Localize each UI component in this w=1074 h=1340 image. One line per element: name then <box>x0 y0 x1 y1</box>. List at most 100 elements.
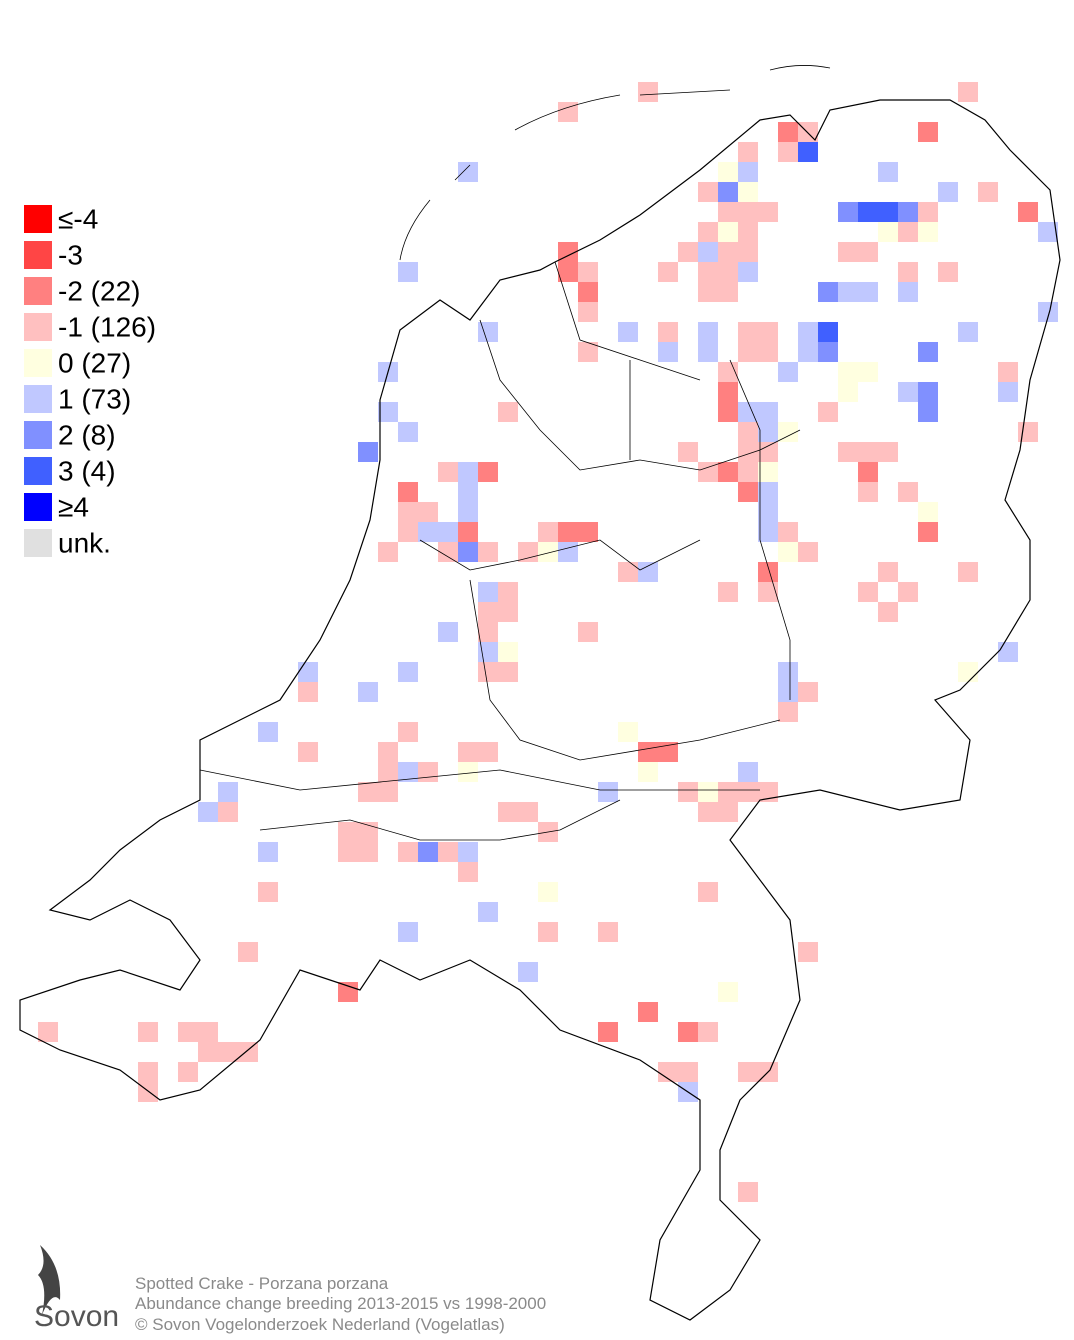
grid-square <box>778 122 798 142</box>
grid-square <box>638 82 658 102</box>
legend-swatch <box>24 349 52 377</box>
grid-square <box>878 202 898 222</box>
grid-square <box>678 782 698 802</box>
grid-square <box>398 522 418 542</box>
grid-square <box>398 722 418 742</box>
grid-square <box>518 962 538 982</box>
grid-square <box>198 1042 218 1062</box>
grid-square <box>898 382 918 402</box>
grid-square <box>798 342 818 362</box>
grid-square <box>858 242 878 262</box>
grid-square <box>758 782 778 802</box>
grid-square <box>358 782 378 802</box>
grid-square <box>358 842 378 862</box>
grid-square <box>618 722 638 742</box>
inner-boundaries <box>199 261 801 841</box>
grid-square <box>838 442 858 462</box>
grid-square <box>918 122 938 142</box>
grid-square <box>878 442 898 462</box>
grid-square <box>678 242 698 262</box>
grid-square <box>658 1062 678 1082</box>
grid-square <box>678 1062 698 1082</box>
grid-square <box>758 422 778 442</box>
grid-square <box>858 442 878 462</box>
grid-square <box>978 182 998 202</box>
legend-label: -3 <box>58 239 83 270</box>
grid-square <box>438 522 458 542</box>
grid-square <box>738 202 758 222</box>
grid-square <box>458 162 478 182</box>
grid-square <box>758 342 778 362</box>
grid-square <box>498 402 518 422</box>
grid-square <box>738 1182 758 1202</box>
grid-square <box>358 442 378 462</box>
grid-square <box>638 742 658 762</box>
legend-swatch <box>24 277 52 305</box>
grid-square <box>458 482 478 502</box>
grid-square <box>838 202 858 222</box>
grid-square <box>478 742 498 762</box>
legend-label: 2 (8) <box>58 419 116 450</box>
grid-square <box>738 322 758 342</box>
grid-square <box>598 922 618 942</box>
grid-square <box>458 742 478 762</box>
grid-square <box>138 1062 158 1082</box>
grid-square <box>778 542 798 562</box>
grid-square <box>438 542 458 562</box>
grid-square <box>398 482 418 502</box>
grid-square <box>658 262 678 282</box>
grid-square <box>838 382 858 402</box>
grid-square <box>538 522 558 542</box>
grid-square <box>738 222 758 242</box>
grid-square <box>558 522 578 542</box>
grid-square <box>578 262 598 282</box>
grid-square <box>758 582 778 602</box>
grid-square <box>818 322 838 342</box>
caption-copyright: © Sovon Vogelonderzoek Nederland (Vogela… <box>135 1315 505 1334</box>
grid-square <box>338 842 358 862</box>
grid-square <box>718 262 738 282</box>
grid-square <box>578 622 598 642</box>
grid-square <box>718 202 738 222</box>
grid-square <box>798 142 818 162</box>
grid-square <box>898 202 918 222</box>
legend-label: ≥4 <box>58 491 89 522</box>
grid-square <box>798 542 818 562</box>
legend-swatch <box>24 421 52 449</box>
logo-text: Sovon <box>34 1300 119 1333</box>
caption-species: Spotted Crake - Porzana porzana <box>135 1274 389 1293</box>
grid-square <box>438 622 458 642</box>
grid-squares <box>38 82 1058 1202</box>
grid-square <box>938 262 958 282</box>
grid-square <box>338 822 358 842</box>
grid-square <box>778 142 798 162</box>
grid-square <box>398 922 418 942</box>
grid-square <box>758 522 778 542</box>
grid-square <box>478 902 498 922</box>
grid-square <box>498 662 518 682</box>
grid-square <box>918 502 938 522</box>
grid-square <box>918 382 938 402</box>
grid-square <box>698 262 718 282</box>
grid-square <box>998 362 1018 382</box>
grid-square <box>378 742 398 762</box>
grid-square <box>778 702 798 722</box>
country-outline <box>19 99 1061 1321</box>
grid-square <box>298 682 318 702</box>
grid-square <box>918 222 938 242</box>
logo: Sovon <box>34 1245 119 1333</box>
caption-subtitle: Abundance change breeding 2013-2015 vs 1… <box>135 1294 546 1313</box>
grid-square <box>718 242 738 262</box>
grid-square <box>758 482 778 502</box>
grid-square <box>398 762 418 782</box>
islands <box>399 65 831 261</box>
grid-square <box>858 282 878 302</box>
grid-square <box>578 522 598 542</box>
grid-square <box>898 282 918 302</box>
grid-square <box>478 582 498 602</box>
grid-square <box>798 942 818 962</box>
grid-square <box>558 102 578 122</box>
grid-square <box>258 842 278 862</box>
grid-square <box>758 322 778 342</box>
grid-square <box>698 222 718 242</box>
